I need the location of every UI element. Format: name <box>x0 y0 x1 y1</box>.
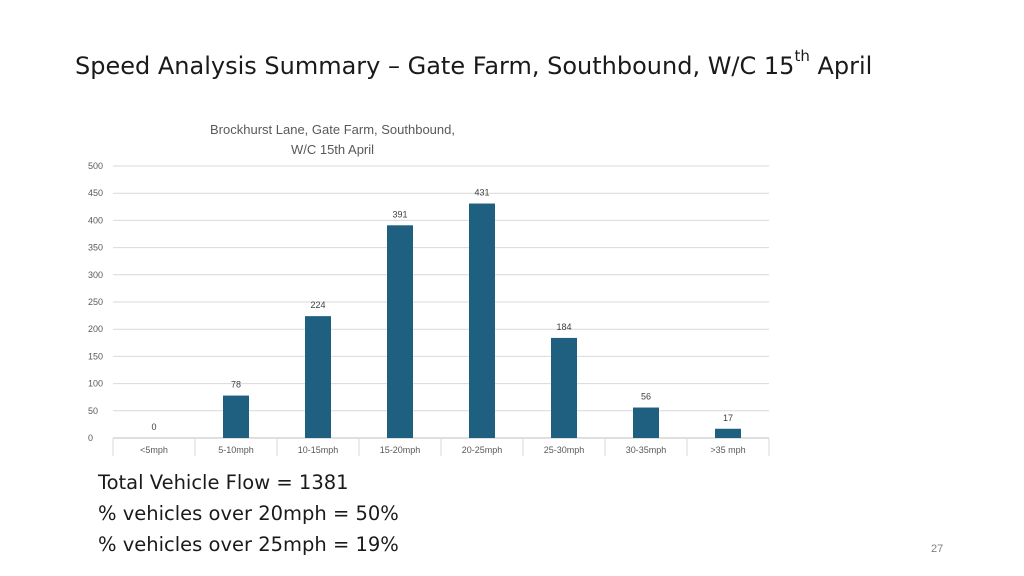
stats-summary: Total Vehicle Flow = 1381 % vehicles ove… <box>98 467 399 560</box>
x-category-label: 20-25mph <box>462 445 503 455</box>
bar-data-label: 431 <box>474 188 489 198</box>
bar-data-label: 78 <box>231 380 241 390</box>
slide-title-end: April <box>809 52 873 80</box>
bar-data-label: 0 <box>151 422 156 432</box>
bar <box>387 225 413 438</box>
bar <box>633 407 659 438</box>
x-category-label: >35 mph <box>710 445 745 455</box>
page-number: 27 <box>931 543 944 555</box>
x-category-label: 30-35mph <box>626 445 667 455</box>
slide-title-main: Speed Analysis Summary – Gate Farm, Sout… <box>75 52 795 80</box>
chart-title-line-1: Brockhurst Lane, Gate Farm, Southbound, <box>210 122 455 137</box>
y-tick-label: 0 <box>88 433 93 443</box>
slide-title-superscript: th <box>794 47 810 65</box>
y-tick-label: 400 <box>88 215 103 225</box>
y-tick-label: 200 <box>88 324 103 334</box>
y-tick-label: 350 <box>88 243 103 253</box>
y-tick-label: 300 <box>88 270 103 280</box>
y-tick-label: 50 <box>88 406 98 416</box>
bar <box>223 395 249 438</box>
x-category-label: <5mph <box>140 445 168 455</box>
bar-data-label: 17 <box>723 413 733 423</box>
y-tick-label: 450 <box>88 188 103 198</box>
chart-title-line-2: W/C 15th April <box>290 142 375 157</box>
y-tick-label: 250 <box>88 297 103 307</box>
bar-data-label: 56 <box>641 392 651 402</box>
bar-data-label: 391 <box>392 209 407 219</box>
x-category-label: 5-10mph <box>218 445 254 455</box>
y-tick-label: 500 <box>88 161 103 171</box>
bar-data-label: 184 <box>556 322 571 332</box>
slide-title: Speed Analysis Summary – Gate Farm, Sout… <box>75 47 873 80</box>
y-tick-label: 150 <box>88 351 103 361</box>
chart-title: Brockhurst Lane, Gate Farm, Southbound, … <box>180 120 485 160</box>
bar <box>305 316 331 438</box>
bar <box>715 428 741 438</box>
bar <box>469 203 495 438</box>
bar-data-label: 224 <box>310 300 325 310</box>
x-category-label: 15-20mph <box>380 445 421 455</box>
bar <box>551 337 577 438</box>
y-tick-label: 100 <box>88 379 103 389</box>
percent-over-20mph: % vehicles over 20mph = 50% <box>98 502 399 525</box>
x-category-label: 10-15mph <box>298 445 339 455</box>
percent-over-25mph: % vehicles over 25mph = 19% <box>98 533 399 556</box>
x-category-label: 25-30mph <box>544 445 585 455</box>
total-vehicle-flow: Total Vehicle Flow = 1381 <box>98 471 349 494</box>
